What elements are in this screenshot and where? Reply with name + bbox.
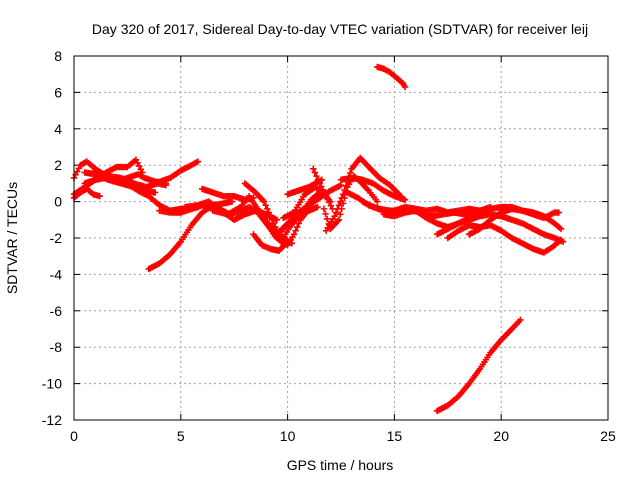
y-tick-label: 4: [54, 121, 62, 137]
series-track-8: [151, 158, 202, 187]
chart-title: Day 320 of 2017, Sidereal Day-to-day VTE…: [92, 21, 588, 37]
data-point: [314, 176, 322, 183]
y-tick-label: 6: [54, 84, 62, 100]
series-track-12: [198, 185, 257, 203]
series-track-15: [250, 231, 291, 254]
y-tick-label: -8: [50, 339, 63, 355]
axis-ticks: 0 5 10 15 20 25 -12 -10 -8 -6 -4 -2 0 2 4 6 8: [42, 48, 616, 444]
data-point: [335, 202, 343, 209]
data-point: [310, 165, 317, 173]
data-point: [267, 212, 274, 220]
y-tick-label: -12: [42, 412, 62, 428]
data-point: [290, 231, 298, 238]
data-point: [342, 182, 350, 190]
y-tick-label: -2: [50, 230, 63, 246]
x-tick-label: 10: [280, 428, 296, 444]
data-point: [139, 169, 146, 176]
data-point: [338, 194, 345, 202]
data-point: [335, 216, 343, 223]
x-tick-label: 15: [387, 428, 403, 444]
data-point: [401, 83, 409, 91]
series-track-28: [444, 222, 565, 256]
y-tick-label: -6: [50, 303, 63, 319]
data-point: [517, 316, 524, 324]
data-point: [294, 223, 301, 231]
data-point: [337, 211, 344, 218]
y-tick-label: -4: [50, 266, 63, 282]
data-point: [260, 198, 268, 205]
series-track-20: [310, 165, 336, 213]
data-point: [151, 189, 159, 196]
data-point: [262, 202, 269, 209]
y-tick-label: 8: [54, 48, 62, 64]
data-point: [555, 209, 563, 216]
data-point: [339, 191, 347, 198]
data-point: [311, 169, 319, 176]
data-point: [162, 182, 170, 189]
data-point: [322, 210, 329, 218]
y-tick-label: -10: [42, 376, 62, 392]
series-track-21: [320, 172, 381, 233]
grid-lines: [74, 56, 608, 420]
data-point: [313, 172, 320, 180]
data-point: [314, 203, 321, 211]
data-point: [331, 212, 338, 220]
data-point: [96, 192, 103, 200]
data-points: [70, 63, 567, 415]
series-track-22: [322, 154, 405, 234]
plot-frame: [73, 55, 609, 421]
data-point: [557, 236, 565, 244]
y-axis-label: SDTVAR / TECUs: [4, 182, 20, 294]
data-point: [557, 225, 565, 233]
data-point: [295, 220, 303, 227]
series-track-19: [284, 176, 325, 198]
data-point: [264, 205, 271, 213]
x-axis-label: GPS time / hours: [287, 457, 394, 473]
y-tick-label: 0: [54, 194, 62, 210]
data-point: [265, 209, 273, 216]
data-point: [320, 205, 328, 213]
data-point: [323, 215, 331, 223]
x-tick-label: 5: [177, 428, 185, 444]
data-point: [292, 227, 299, 234]
data-point: [332, 209, 340, 216]
x-tick-label: 25: [600, 428, 616, 444]
series-track-31: [433, 316, 524, 415]
y-tick-label: 2: [54, 157, 62, 173]
series-track-30: [374, 63, 409, 91]
data-point: [337, 198, 344, 205]
data-point: [401, 196, 409, 203]
data-point: [374, 198, 381, 205]
data-point: [194, 158, 202, 165]
series-track-3: [70, 185, 103, 202]
x-tick-label: 20: [493, 428, 509, 444]
series-track-29: [465, 205, 563, 238]
data-point: [228, 198, 236, 205]
data-point: [334, 205, 341, 213]
data-point: [268, 216, 276, 223]
x-tick-label: 0: [70, 428, 78, 444]
data-point: [270, 220, 277, 227]
series-track-27: [433, 211, 567, 245]
series-track-23: [337, 174, 409, 203]
